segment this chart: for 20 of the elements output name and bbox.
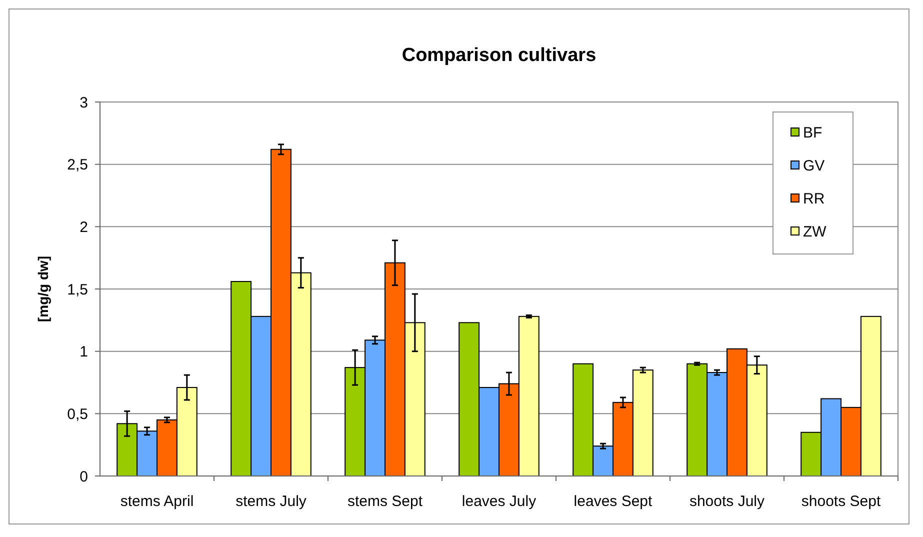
y-tick-label: 2 [80, 218, 88, 236]
x-tick-label: stems April [120, 493, 194, 510]
chart-title: Comparison cultivars [402, 45, 596, 66]
y-tick-label: 2,5 [67, 156, 88, 174]
x-tick-label: leaves Sept [574, 493, 654, 510]
y-axis-title: [mg/g dw] [35, 256, 51, 322]
x-tick-label: shoots July [689, 493, 766, 510]
legend-label: ZW [803, 223, 828, 240]
x-tick-label: leaves July [462, 493, 537, 510]
y-tick-label: 0,5 [67, 406, 88, 423]
y-tick-label: 3 [80, 94, 88, 112]
x-tick-label: stems July [236, 493, 307, 510]
y-tick-label: 1,5 [67, 281, 88, 298]
x-tick-label: stems Sept [347, 493, 424, 510]
y-tick-label: 1 [80, 344, 88, 361]
legend-label: BF [803, 124, 822, 142]
y-tick-label: 0 [80, 468, 88, 486]
x-tick-label: shoots Sept [801, 493, 882, 510]
legend-label: GV [803, 157, 825, 174]
legend-label: RR [803, 190, 825, 208]
